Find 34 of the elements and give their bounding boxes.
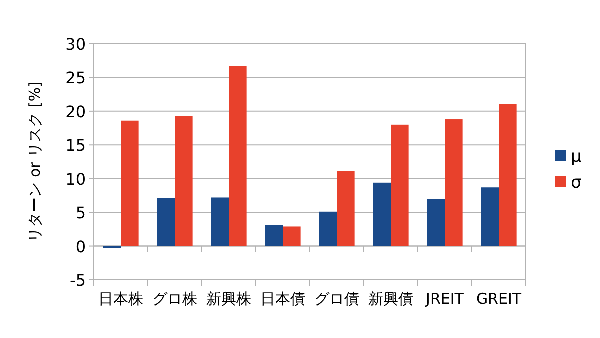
x-tick-label: グロ債 <box>314 290 360 308</box>
y-axis-title: リターン or リスク [%] <box>26 82 44 242</box>
bar <box>445 120 463 246</box>
bar <box>481 188 499 246</box>
bar <box>121 120 139 246</box>
y-tick-label: 5 <box>76 204 86 223</box>
y-tick-label: 0 <box>76 237 86 256</box>
x-tick-label: GREIT <box>476 290 522 308</box>
bar <box>211 198 229 246</box>
y-tick-label: 30 <box>66 35 86 54</box>
bar <box>319 212 337 246</box>
x-tick-label: グロ株 <box>152 290 198 308</box>
x-tick-label: 新興株 <box>206 290 252 308</box>
bar <box>499 104 517 246</box>
bar <box>265 225 283 246</box>
legend-label: μ <box>571 147 582 167</box>
x-tick-label: 日本債 <box>260 290 306 308</box>
y-tick-label: 25 <box>66 68 86 88</box>
x-tick-label: 日本株 <box>98 290 144 308</box>
bar <box>337 171 355 246</box>
y-tick-label: -5 <box>70 271 86 290</box>
bar <box>427 199 445 246</box>
bar <box>229 66 247 246</box>
y-tick-label: 20 <box>66 102 86 122</box>
bar <box>157 198 175 246</box>
bar <box>283 226 301 246</box>
x-tick-label: JREIT <box>425 290 465 308</box>
bar <box>391 124 409 246</box>
y-tick-label: 15 <box>66 136 86 156</box>
bar <box>175 116 193 246</box>
x-tick-label: 新興債 <box>368 290 414 308</box>
bar <box>373 182 391 246</box>
y-tick-label: 10 <box>66 170 86 189</box>
legend-label: σ <box>571 173 582 193</box>
